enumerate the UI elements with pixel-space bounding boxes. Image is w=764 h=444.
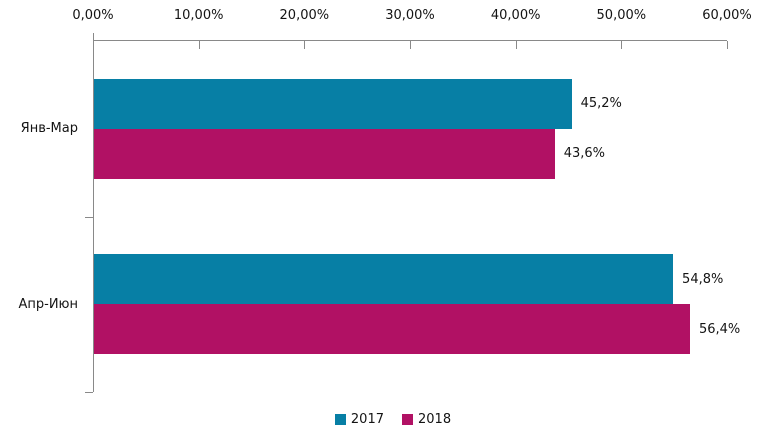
legend-label: 2017	[350, 412, 384, 427]
x-axis-tick	[621, 41, 623, 49]
legend-label: 2018	[418, 412, 452, 427]
x-axis-tick	[515, 41, 517, 49]
bar-2018-1	[94, 128, 555, 179]
y-axis-line	[93, 33, 94, 392]
value-label: 56,4%	[698, 321, 741, 337]
y-axis-tick	[85, 216, 93, 218]
x-axis-tick-label: 0,00%	[72, 8, 114, 23]
bar-2018-2	[94, 304, 690, 355]
value-label: 45,2%	[580, 96, 622, 112]
x-axis-tick-label: 50,00%	[596, 8, 647, 23]
x-axis-tick-label: 20,00%	[279, 8, 330, 23]
category-label-1: Янв-Мар	[20, 121, 78, 137]
x-axis-tick-label: 10,00%	[173, 8, 224, 23]
category-label-2: Апр-Июн	[18, 296, 78, 312]
legend-swatch-icon	[402, 414, 413, 425]
x-axis-tick-label: 60,00%	[702, 8, 752, 23]
value-label: 43,6%	[563, 146, 606, 162]
y-axis-tick	[85, 392, 93, 393]
x-axis-tick	[410, 41, 411, 49]
x-axis-line	[93, 40, 727, 41]
x-axis-tick	[304, 41, 306, 49]
x-axis-tick-label: 40,00%	[490, 8, 541, 23]
legend-swatch-icon	[334, 414, 346, 425]
bar-2017-2	[94, 254, 674, 305]
bar-2017-1	[94, 78, 572, 129]
legend-item-2018: 2018	[402, 412, 451, 427]
value-label: 54,8%	[682, 271, 724, 287]
legend-item-2017: 2017	[334, 412, 384, 427]
x-axis-tick	[727, 41, 728, 49]
x-axis-tick	[198, 41, 200, 49]
x-axis-tick-label: 30,00%	[385, 8, 435, 23]
legend: 2017 2018	[11, 412, 764, 427]
